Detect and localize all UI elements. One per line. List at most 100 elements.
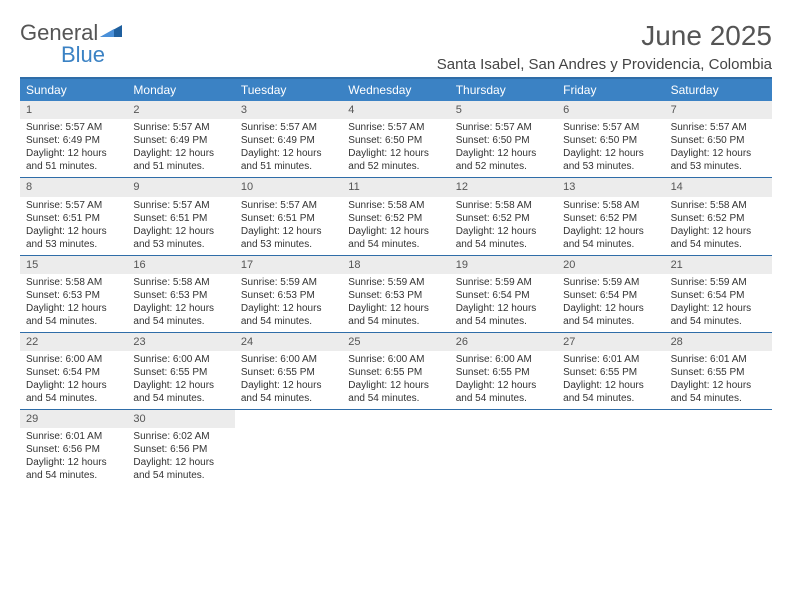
day-number: 13 [557,178,664,196]
day-body: Sunrise: 5:57 AMSunset: 6:50 PMDaylight:… [342,121,449,173]
sunset-text: Sunset: 6:49 PM [241,134,336,147]
daylight-text: Daylight: 12 hours and 54 minutes. [348,225,443,251]
day-body: Sunrise: 5:57 AMSunset: 6:50 PMDaylight:… [450,121,557,173]
day-number: 2 [127,101,234,119]
daylight-text: Daylight: 12 hours and 51 minutes. [26,147,121,173]
week-row: 29Sunrise: 6:01 AMSunset: 6:56 PMDayligh… [20,410,772,486]
sunrise-text: Sunrise: 6:00 AM [348,353,443,366]
sunset-text: Sunset: 6:53 PM [241,289,336,302]
day-body: Sunrise: 6:01 AMSunset: 6:55 PMDaylight:… [557,353,664,405]
day-body: Sunrise: 5:58 AMSunset: 6:52 PMDaylight:… [450,199,557,251]
sunrise-text: Sunrise: 6:02 AM [133,430,228,443]
sunrise-text: Sunrise: 5:57 AM [241,199,336,212]
day-body: Sunrise: 5:57 AMSunset: 6:49 PMDaylight:… [235,121,342,173]
daylight-text: Daylight: 12 hours and 54 minutes. [26,379,121,405]
sunrise-text: Sunrise: 5:57 AM [563,121,658,134]
daylight-text: Daylight: 12 hours and 53 minutes. [241,225,336,251]
day-number: 19 [450,256,557,274]
day-cell: 7Sunrise: 5:57 AMSunset: 6:50 PMDaylight… [665,101,772,177]
day-cell: 1Sunrise: 5:57 AMSunset: 6:49 PMDaylight… [20,101,127,177]
sunrise-text: Sunrise: 6:00 AM [456,353,551,366]
day-number: 18 [342,256,449,274]
day-body: Sunrise: 5:58 AMSunset: 6:53 PMDaylight:… [127,276,234,328]
sunset-text: Sunset: 6:54 PM [671,289,766,302]
day-cell: 15Sunrise: 5:58 AMSunset: 6:53 PMDayligh… [20,256,127,332]
daylight-text: Daylight: 12 hours and 53 minutes. [671,147,766,173]
daylight-text: Daylight: 12 hours and 54 minutes. [133,379,228,405]
day-body: Sunrise: 5:57 AMSunset: 6:51 PMDaylight:… [20,199,127,251]
sunset-text: Sunset: 6:51 PM [133,212,228,225]
sunset-text: Sunset: 6:54 PM [26,366,121,379]
day-cell: 9Sunrise: 5:57 AMSunset: 6:51 PMDaylight… [127,178,234,254]
sunrise-text: Sunrise: 5:57 AM [456,121,551,134]
sunset-text: Sunset: 6:51 PM [241,212,336,225]
sunrise-text: Sunrise: 5:58 AM [671,199,766,212]
day-number: 8 [20,178,127,196]
daylight-text: Daylight: 12 hours and 54 minutes. [456,225,551,251]
daylight-text: Daylight: 12 hours and 52 minutes. [348,147,443,173]
day-body: Sunrise: 5:59 AMSunset: 6:53 PMDaylight:… [342,276,449,328]
day-body: Sunrise: 6:00 AMSunset: 6:55 PMDaylight:… [450,353,557,405]
sunset-text: Sunset: 6:50 PM [671,134,766,147]
day-header-wednesday: Wednesday [342,79,449,101]
day-number: 12 [450,178,557,196]
day-number: 30 [127,410,234,428]
day-body: Sunrise: 6:00 AMSunset: 6:55 PMDaylight:… [127,353,234,405]
day-cell: 14Sunrise: 5:58 AMSunset: 6:52 PMDayligh… [665,178,772,254]
sunrise-text: Sunrise: 5:57 AM [26,121,121,134]
sunrise-text: Sunrise: 5:57 AM [241,121,336,134]
sunrise-text: Sunrise: 5:58 AM [133,276,228,289]
sunrise-text: Sunrise: 6:00 AM [26,353,121,366]
day-number: 29 [20,410,127,428]
week-row: 15Sunrise: 5:58 AMSunset: 6:53 PMDayligh… [20,256,772,333]
week-row: 1Sunrise: 5:57 AMSunset: 6:49 PMDaylight… [20,101,772,178]
header: General June 2025 Santa Isabel, San Andr… [20,20,772,73]
sunrise-text: Sunrise: 6:01 AM [563,353,658,366]
day-number: 21 [665,256,772,274]
day-cell: 22 Sunrise: 6:00 AMSunset: 6:54 PMDayligh… [20,333,127,409]
sunset-text: Sunset: 6:53 PM [133,289,228,302]
logo-text-blue: Blue [61,42,105,68]
day-number: 20 [557,256,664,274]
sunset-text: Sunset: 6:52 PM [563,212,658,225]
day-cell: 29Sunrise: 6:01 AMSunset: 6:56 PMDayligh… [20,410,127,486]
daylight-text: Daylight: 12 hours and 54 minutes. [348,302,443,328]
sunrise-text: Sunrise: 5:59 AM [671,276,766,289]
day-header-monday: Monday [127,79,234,101]
day-cell: 6Sunrise: 5:57 AMSunset: 6:50 PMDaylight… [557,101,664,177]
sunset-text: Sunset: 6:54 PM [563,289,658,302]
week-row: 22Sunrise: 6:00 AMSunset: 6:54 PMDayligh… [20,333,772,410]
day-number: 4 [342,101,449,119]
sunset-text: Sunset: 6:56 PM [26,443,121,456]
daylight-text: Daylight: 12 hours and 52 minutes. [456,147,551,173]
day-header-tuesday: Tuesday [235,79,342,101]
day-number: 10 [235,178,342,196]
sunset-text: Sunset: 6:54 PM [456,289,551,302]
sunrise-text: Sunrise: 5:57 AM [671,121,766,134]
day-body: Sunrise: 6:01 AMSunset: 6:55 PMDaylight:… [665,353,772,405]
sunrise-text: Sunrise: 5:59 AM [348,276,443,289]
day-number: 3 [235,101,342,119]
day-number: 23 [127,333,234,351]
sunrise-text: Sunrise: 5:59 AM [563,276,658,289]
day-body: Sunrise: 6:00 AMSunset: 6:55 PMDaylight:… [342,353,449,405]
daylight-text: Daylight: 12 hours and 54 minutes. [671,379,766,405]
sunset-text: Sunset: 6:55 PM [241,366,336,379]
day-number: 22 [20,333,127,351]
sunrise-text: Sunrise: 5:58 AM [348,199,443,212]
day-cell: 4 Sunrise: 5:57 AMSunset: 6:50 PMDaylight… [342,101,449,177]
day-cell: 26Sunrise: 6:00 AMSunset: 6:55 PMDayligh… [450,333,557,409]
sunset-text: Sunset: 6:52 PM [456,212,551,225]
day-body: Sunrise: 5:57 AMSunset: 6:49 PMDaylight:… [127,121,234,173]
day-number: 24 [235,333,342,351]
sunrise-text: Sunrise: 5:59 AM [456,276,551,289]
day-number: 16 [127,256,234,274]
day-number: 27 [557,333,664,351]
sunset-text: Sunset: 6:53 PM [348,289,443,302]
sunset-text: Sunset: 6:55 PM [348,366,443,379]
sunset-text: Sunset: 6:49 PM [133,134,228,147]
daylight-text: Daylight: 12 hours and 54 minutes. [133,456,228,482]
day-number: 25 [342,333,449,351]
day-cell [665,410,772,486]
daylight-text: Daylight: 12 hours and 54 minutes. [133,302,228,328]
